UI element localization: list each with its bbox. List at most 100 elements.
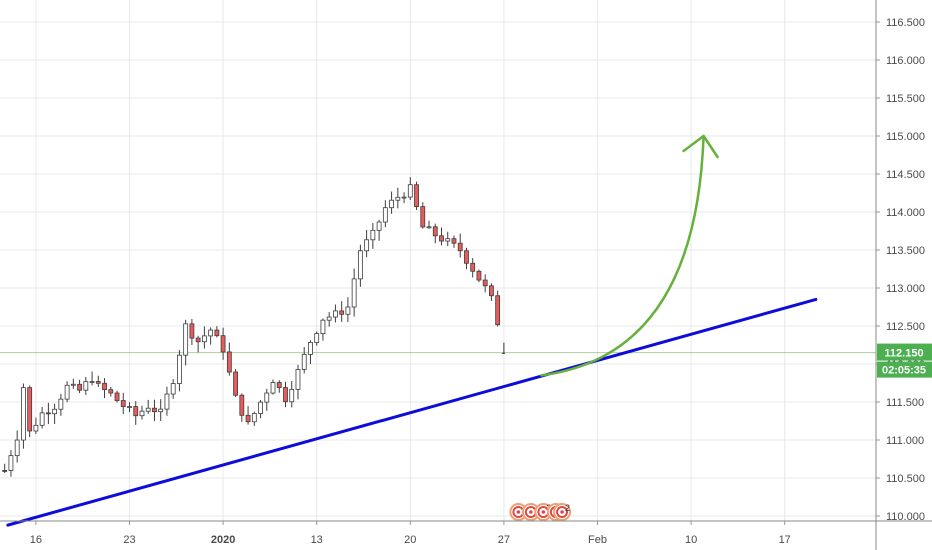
y-tick-label: 116.000 [886, 55, 925, 67]
candle-body [339, 310, 345, 315]
candle-body [495, 295, 501, 326]
x-tick-label: 27 [498, 534, 510, 546]
y-tick-label: 114.000 [886, 207, 925, 219]
y-tick-label: 110.000 [886, 511, 925, 523]
drawing-layer[interactable] [6, 134, 818, 527]
y-tick-label: 115.000 [886, 131, 925, 143]
candle-body [233, 371, 238, 396]
y-tick-label: 115.500 [886, 93, 925, 105]
candle-body [470, 262, 476, 272]
countdown-label: 02:05:35 [882, 365, 926, 377]
candle-body [245, 414, 251, 423]
candle-body [420, 206, 426, 228]
candle-body [139, 410, 145, 417]
candle-body [407, 184, 413, 198]
candle-body [351, 278, 357, 308]
candle-body [258, 401, 263, 414]
candle-body [308, 342, 313, 355]
candle-body [102, 382, 107, 391]
candle-body [389, 199, 394, 209]
candle-body [289, 388, 295, 403]
candle-body [164, 393, 170, 410]
candle-body [345, 306, 351, 315]
candle-body [270, 382, 276, 394]
y-tick-label: 111.000 [886, 435, 924, 447]
candle-body [70, 383, 76, 386]
projection-arrow[interactable] [540, 134, 705, 377]
candle-body [439, 235, 444, 242]
events-layer[interactable]: 382 [509, 503, 572, 521]
candle-body [451, 238, 457, 244]
candle-body [183, 323, 189, 356]
candle-body [158, 408, 164, 413]
candle-body [295, 369, 301, 390]
candle-body [364, 239, 370, 252]
x-tick-label: Feb [588, 534, 607, 546]
candle-body [201, 335, 207, 343]
y-tick-label: 113.500 [886, 245, 925, 257]
candle-body [320, 319, 326, 335]
y-axis[interactable]: 110.000110.500111.000111.500112.000112.5… [875, 0, 925, 550]
x-tick-label: 20 [404, 534, 416, 546]
countdown-badge [877, 361, 932, 378]
candle-body [2, 469, 8, 472]
x-tick-label: 2020 [211, 534, 235, 546]
x-tick-label: 10 [685, 534, 697, 546]
event-count: 2 [565, 503, 570, 513]
current-price-badge [877, 343, 932, 361]
candle-body [226, 351, 232, 373]
current-price-label: 112.150 [884, 348, 923, 360]
candle-body [482, 279, 488, 287]
candle-body [214, 329, 220, 337]
candle-body [133, 406, 139, 417]
candle-body [414, 184, 419, 207]
candle-body [45, 412, 51, 415]
candle-body [145, 407, 151, 412]
candle-body [39, 412, 45, 426]
candle-body [264, 392, 270, 403]
candle-body [189, 323, 195, 339]
candle-body [251, 413, 257, 423]
candle-body [326, 316, 332, 321]
y-tick-label: 112.500 [886, 321, 925, 333]
candle-body [152, 407, 157, 413]
y-tick-label: 110.500 [886, 473, 925, 485]
candle-body [52, 408, 58, 415]
candle-body [489, 285, 494, 297]
x-tick-label: 16 [30, 534, 42, 546]
candle-body [382, 207, 388, 223]
candle-body [58, 398, 64, 410]
y-tick-label: 111.500 [886, 397, 924, 409]
candle-body [64, 384, 70, 400]
candle-body [77, 383, 82, 391]
candle-body [127, 406, 132, 408]
candle-body [33, 424, 39, 432]
candle-body [445, 238, 451, 242]
x-axis[interactable]: 16 23 2020 13 20 27 Feb 10 17 [0, 520, 932, 546]
candle-body [89, 381, 95, 383]
candles-layer [2, 177, 505, 477]
candle-body [195, 337, 201, 343]
y-tick-label: 116.500 [886, 17, 925, 29]
candle-body [333, 310, 338, 318]
candle-body [170, 383, 176, 395]
candle-body [27, 387, 33, 432]
candle-body [357, 250, 363, 280]
candle-body [8, 455, 14, 471]
candle-body [370, 229, 376, 241]
event-icon[interactable]: 2 [553, 503, 572, 521]
candle-body [208, 329, 214, 337]
candle-body [14, 439, 20, 457]
trendline[interactable] [6, 297, 818, 527]
price-badges: 112.150 02:05:35 [877, 343, 932, 378]
candle-body [276, 382, 282, 388]
y-tick-label: 113.000 [886, 283, 925, 295]
candle-body [108, 389, 114, 394]
candle-body [21, 387, 26, 441]
candle-body [220, 335, 226, 353]
projection-arrowhead[interactable] [682, 134, 719, 159]
